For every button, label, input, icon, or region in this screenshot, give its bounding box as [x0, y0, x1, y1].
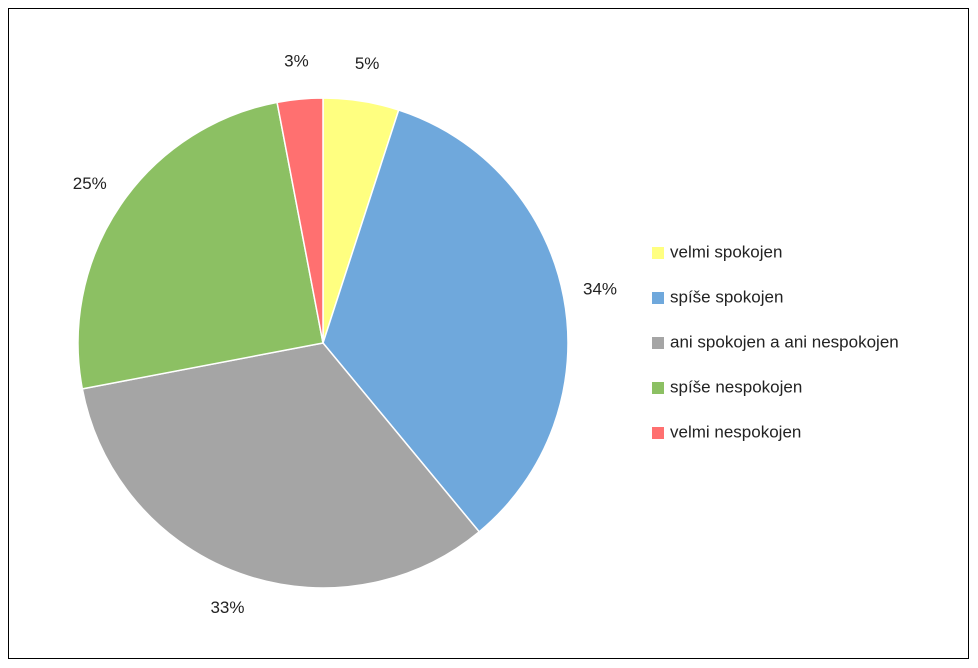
pie-slice [276, 97, 324, 344]
data-label: 25% [73, 174, 107, 193]
pie-slice [322, 109, 569, 533]
legend-label: spíše spokojen [670, 287, 783, 306]
data-label: 3% [284, 52, 309, 71]
legend-swatch [652, 382, 664, 394]
legend-swatch [652, 427, 664, 439]
legend-swatch [652, 337, 664, 349]
legend-label: spíše nespokojen [670, 377, 802, 396]
legend-swatch [652, 247, 664, 259]
legend-swatch [652, 292, 664, 304]
legend-label: velmi spokojen [670, 242, 782, 261]
legend-label: velmi nespokojen [670, 422, 801, 441]
data-label: 33% [210, 598, 244, 617]
data-label: 34% [583, 280, 617, 299]
pie-slice [81, 342, 481, 589]
pie-slice [77, 101, 324, 390]
legend-label: ani spokojen a ani nespokojen [670, 332, 899, 351]
data-label: 5% [355, 54, 380, 73]
